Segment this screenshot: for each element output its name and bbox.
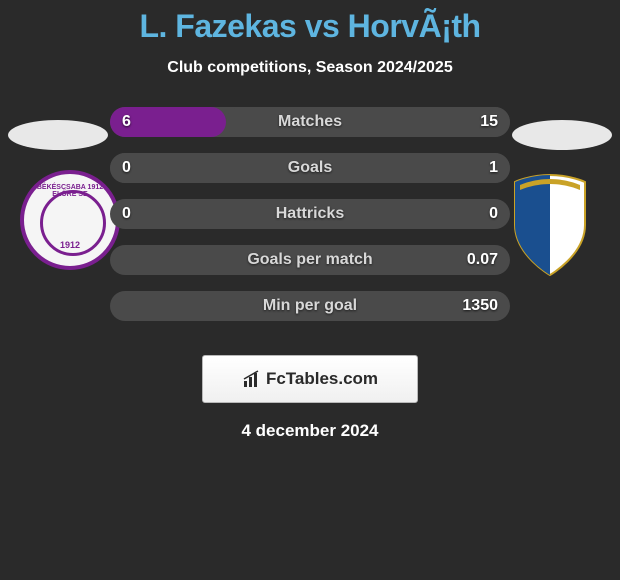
stat-label: Goals xyxy=(110,153,510,183)
stat-row: Hattricks0 0 xyxy=(110,199,510,229)
stat-row: Min per goal1350 xyxy=(110,291,510,321)
page-title: L. Fazekas vs HorvÃ¡th xyxy=(0,8,620,45)
stat-value-right: 15 xyxy=(480,107,498,137)
fctables-logo: FcTables.com xyxy=(202,355,418,403)
stat-row: Goals per match0.07 xyxy=(110,245,510,275)
stat-row: Goals0 1 xyxy=(110,153,510,183)
date-label: 4 december 2024 xyxy=(0,421,620,441)
bar-chart-icon xyxy=(242,369,262,389)
stat-label: Hattricks xyxy=(110,199,510,229)
stat-value-right: 0.07 xyxy=(467,245,498,275)
stat-value-right: 1 xyxy=(489,153,498,183)
stat-value-left: 0 xyxy=(122,153,131,183)
stat-value-right: 1350 xyxy=(462,291,498,321)
logo-text: FcTables.com xyxy=(266,369,378,389)
stat-label: Matches xyxy=(110,107,510,137)
root: L. Fazekas vs HorvÃ¡th Club competitions… xyxy=(0,0,620,441)
stats-chart: Matches615Goals01Hattricks00Goals per ma… xyxy=(0,107,620,337)
stat-label: Min per goal xyxy=(110,291,510,321)
subtitle: Club competitions, Season 2024/2025 xyxy=(0,59,620,77)
stat-value-right: 0 xyxy=(489,199,498,229)
stat-label: Goals per match xyxy=(110,245,510,275)
stat-value-left: 6 xyxy=(122,107,131,137)
stat-value-left: 0 xyxy=(122,199,131,229)
stat-row: Matches6 15 xyxy=(110,107,510,137)
